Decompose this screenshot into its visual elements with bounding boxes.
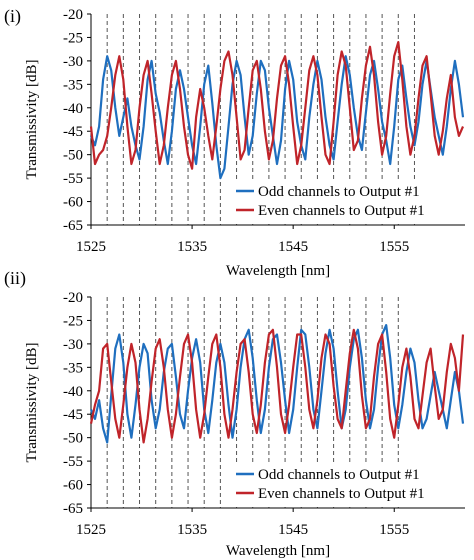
legend-entry: Even channels to Output #1: [258, 203, 425, 219]
y-axis-label: Transmissivity [dB]: [24, 60, 40, 180]
y-tick-label: -45: [63, 407, 83, 423]
panel-label: (i): [4, 6, 21, 27]
legend-entry: Even channels to Output #1: [258, 486, 425, 502]
y-tick-label: -65: [63, 501, 83, 517]
x-axis-label: Wavelength [nm]: [226, 543, 330, 559]
y-tick-label: -25: [63, 313, 83, 329]
panel-label: (ii): [4, 268, 26, 289]
chart-panel-1: (i) -20 -25 -30 -35 -40 -45 -50 -55 -60 -65 1525 153…: [4, 6, 465, 279]
series-line-odd-channels: [89, 324, 465, 444]
y-axis-label: Transmissivity [dB]: [24, 343, 40, 463]
series-line-even-channels: [89, 40, 465, 170]
y-tick-label: -55: [63, 171, 83, 187]
legend-entry: Odd channels to Output #1: [258, 467, 420, 483]
y-tick-label: -65: [63, 218, 83, 234]
x-axis-label: Wavelength [nm]: [226, 263, 330, 279]
y-tick-label: -30: [63, 54, 83, 70]
x-tick-label: 1535: [177, 239, 207, 255]
y-tick-label: -40: [63, 101, 83, 117]
x-tick-label: 1555: [379, 239, 409, 255]
y-tick-label: -25: [63, 30, 83, 46]
y-tick-label: -35: [63, 360, 83, 376]
y-tick-label: -35: [63, 77, 83, 93]
y-tick-label: -30: [63, 337, 83, 353]
legend-entry: Odd channels to Output #1: [258, 184, 420, 200]
y-tick-label: -20: [63, 290, 83, 306]
y-tick-label: -60: [63, 478, 83, 494]
x-tick-label: 1535: [177, 522, 207, 538]
y-tick-label: -60: [63, 195, 83, 211]
y-tick-label: -50: [63, 148, 83, 164]
x-tick-label: 1545: [278, 522, 308, 538]
legend: Odd channels to Output #1 Even channels t…: [232, 462, 463, 504]
y-tick-label: -45: [63, 124, 83, 140]
legend-background: [232, 462, 463, 504]
legend-background: [232, 179, 463, 221]
x-tick-label: 1525: [76, 522, 106, 538]
y-tick-label: -40: [63, 384, 83, 400]
legend: Odd channels to Output #1 Even channels t…: [232, 179, 463, 221]
y-tick-label: -20: [63, 7, 83, 23]
x-tick-label: 1555: [379, 522, 409, 538]
y-tick-label: -55: [63, 454, 83, 470]
y-tick-label: -50: [63, 431, 83, 447]
chart-panel-2: (ii) -20 -25 -30 -35 -40 -45 -50 -55 -60 -65 1525 15…: [4, 268, 465, 559]
x-tick-label: 1525: [76, 239, 106, 255]
series-line-even-channels: [89, 328, 465, 444]
x-tick-label: 1545: [278, 239, 308, 255]
